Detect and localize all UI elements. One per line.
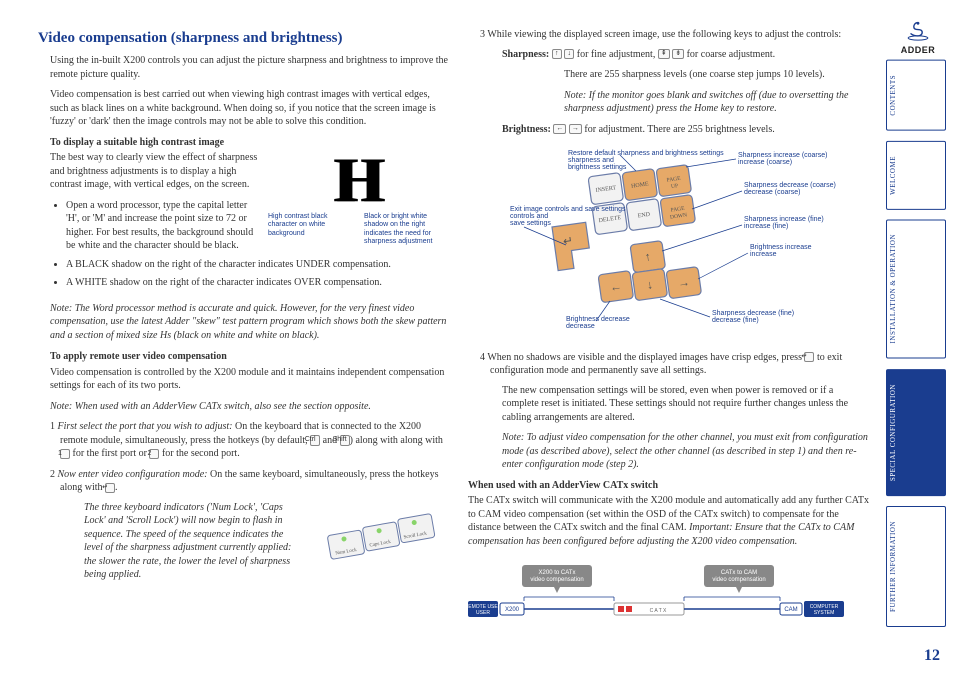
step-1: 1 First select the port that you wish to… bbox=[50, 420, 448, 461]
h-label-left: High contrast black character on white b… bbox=[268, 213, 352, 247]
nav-welcome[interactable]: WELCOME bbox=[886, 141, 946, 210]
step-4: 4 When no shadows are visible and the di… bbox=[480, 351, 872, 472]
side-nav: CONTENTS WELCOME INSTALLATION & OPERATIO… bbox=[886, 60, 946, 627]
svg-text:C A T X: C A T X bbox=[650, 608, 667, 614]
key-enter-icon-2: ↵ bbox=[804, 352, 814, 362]
svg-text:Restore default sharpness and: Restore default sharpness and brightness… bbox=[568, 150, 724, 157]
keyboard-led-diagram: Num Lock Caps Lock Scroll Lock bbox=[308, 501, 448, 571]
subhead-apply-compensation: To apply remote user video compensation bbox=[50, 350, 448, 364]
key-up-icon: ↑ bbox=[552, 49, 562, 59]
steps-list-cont: 3 While viewing the displayed screen ima… bbox=[480, 28, 872, 472]
svg-text:CATx to CAM: CATx to CAM bbox=[721, 570, 757, 576]
svg-text:SYSTEM: SYSTEM bbox=[814, 610, 835, 616]
key-pgup-icon: ⇞ bbox=[658, 49, 670, 59]
sharpness-note: Note: If the monitor goes blank and swit… bbox=[564, 89, 872, 116]
svg-text:video compensation: video compensation bbox=[530, 577, 583, 583]
svg-text:Sharpness decrease (coarse): Sharpness decrease (coarse) bbox=[744, 182, 836, 189]
adder-logo: ADDER bbox=[890, 20, 946, 55]
svg-text:decrease (fine): decrease (fine) bbox=[712, 317, 759, 324]
svg-text:save settings: save settings bbox=[510, 220, 551, 227]
bullet-3: A WHITE shadow on the right of the chara… bbox=[66, 276, 448, 290]
sharpness-line: Sharpness: ↑ ↓ for fine adjustment, ⇞ ⇟ … bbox=[502, 48, 872, 62]
svg-text:brightness settings: brightness settings bbox=[568, 164, 627, 171]
step4-para: The new compensation settings will be st… bbox=[502, 384, 872, 425]
key-left-icon: ← bbox=[553, 124, 566, 134]
svg-text:video compensation: video compensation bbox=[712, 577, 765, 583]
svg-text:USER: USER bbox=[476, 610, 490, 616]
svg-text:Sharpness decrease (fine): Sharpness decrease (fine) bbox=[712, 310, 794, 317]
bullet-2: A BLACK shadow on the right of the chara… bbox=[66, 258, 448, 272]
step-2: 2 Now enter video configuration mode: On… bbox=[50, 468, 448, 589]
svg-text:increase: increase bbox=[750, 251, 777, 258]
key-down-icon: ↓ bbox=[564, 49, 574, 59]
catx-para: The CATx switch will communicate with th… bbox=[468, 494, 872, 548]
keypad-diagram: INSERT HOME PAGE UP DELETE bbox=[510, 149, 880, 329]
subhead-catx: When used with an AdderView CATx switch bbox=[468, 479, 872, 493]
right-column: 3 While viewing the displayed screen ima… bbox=[468, 28, 872, 628]
sharpness-levels: There are 255 sharpness levels (one coar… bbox=[564, 68, 872, 82]
sub2-para: Video compensation is controlled by the … bbox=[50, 366, 448, 393]
svg-text:sharpness and: sharpness and bbox=[568, 157, 614, 164]
key-right-icon: → bbox=[569, 124, 582, 134]
logo-text: ADDER bbox=[890, 45, 946, 55]
svg-text:increase (fine): increase (fine) bbox=[744, 223, 788, 230]
svg-text:Brightness decrease: Brightness decrease bbox=[566, 316, 630, 323]
key-pgdn-icon: ⇟ bbox=[672, 49, 684, 59]
key-1-icon: 1 bbox=[60, 449, 70, 459]
big-h-glyph: H bbox=[333, 151, 383, 209]
snake-logo-icon bbox=[904, 20, 932, 42]
page-title: Video compensation (sharpness and bright… bbox=[38, 28, 448, 48]
step-3: 3 While viewing the displayed screen ima… bbox=[480, 28, 872, 344]
svg-text:decrease: decrease bbox=[566, 323, 595, 329]
h-contrast-diagram: H High contrast black character on white… bbox=[268, 151, 448, 246]
svg-text:Brightness increase: Brightness increase bbox=[750, 244, 812, 251]
left-column: Video compensation (sharpness and bright… bbox=[38, 28, 448, 628]
subhead-display-contrast: To display a suitable high contrast imag… bbox=[50, 136, 448, 150]
svg-text:X200: X200 bbox=[505, 607, 520, 613]
svg-text:Sharpness increase (fine): Sharpness increase (fine) bbox=[744, 216, 824, 223]
catx-topology-diagram: X200 to CATx video compensation CATx to … bbox=[468, 563, 848, 623]
key-shift-icon: Shift bbox=[340, 435, 350, 445]
svg-text:controls and: controls and bbox=[510, 213, 548, 220]
step4-note: Note: To adjust video compensation for t… bbox=[502, 431, 872, 472]
nav-installation[interactable]: INSTALLATION & OPERATION bbox=[886, 219, 946, 358]
brightness-line: Brightness: ← → for adjustment. There ar… bbox=[502, 123, 872, 137]
svg-text:↵: ↵ bbox=[562, 233, 574, 248]
svg-text:CAM: CAM bbox=[784, 607, 797, 613]
steps-list: 1 First select the port that you wish to… bbox=[50, 420, 448, 589]
key-2-icon: 2 bbox=[149, 449, 159, 459]
h-label-right: Black or bright white shadow on the righ… bbox=[364, 213, 448, 247]
nav-special-configuration[interactable]: SPECIAL CONFIGURATION bbox=[886, 369, 946, 496]
svg-text:Sharpness increase (coarse): Sharpness increase (coarse) bbox=[738, 152, 828, 159]
page-number: 12 bbox=[924, 647, 940, 665]
intro-para-2: Video compensation is best carried out w… bbox=[50, 88, 448, 129]
note-catx-see-opposite: Note: When used with an AdderView CATx s… bbox=[50, 400, 448, 414]
svg-text:Exit image controls and save s: Exit image controls and save settings bbox=[510, 206, 626, 213]
nav-further-information[interactable]: FURTHER INFORMATION bbox=[886, 506, 946, 627]
svg-text:←: ← bbox=[609, 279, 623, 295]
nav-contents[interactable]: CONTENTS bbox=[886, 60, 946, 131]
svg-text:UP: UP bbox=[671, 183, 679, 190]
key-enter-icon: ↵ bbox=[105, 483, 115, 493]
key-ctrl-icon: Ctrl bbox=[310, 435, 320, 445]
svg-text:X200 to CATx: X200 to CATx bbox=[539, 570, 576, 576]
svg-text:decrease (coarse): decrease (coarse) bbox=[744, 189, 800, 196]
svg-text:→: → bbox=[677, 275, 691, 291]
svg-text:increase (coarse): increase (coarse) bbox=[738, 159, 792, 166]
intro-para-1: Using the in-built X200 controls you can… bbox=[50, 54, 448, 81]
note-word-processor: Note: The Word processor method is accur… bbox=[50, 302, 448, 343]
